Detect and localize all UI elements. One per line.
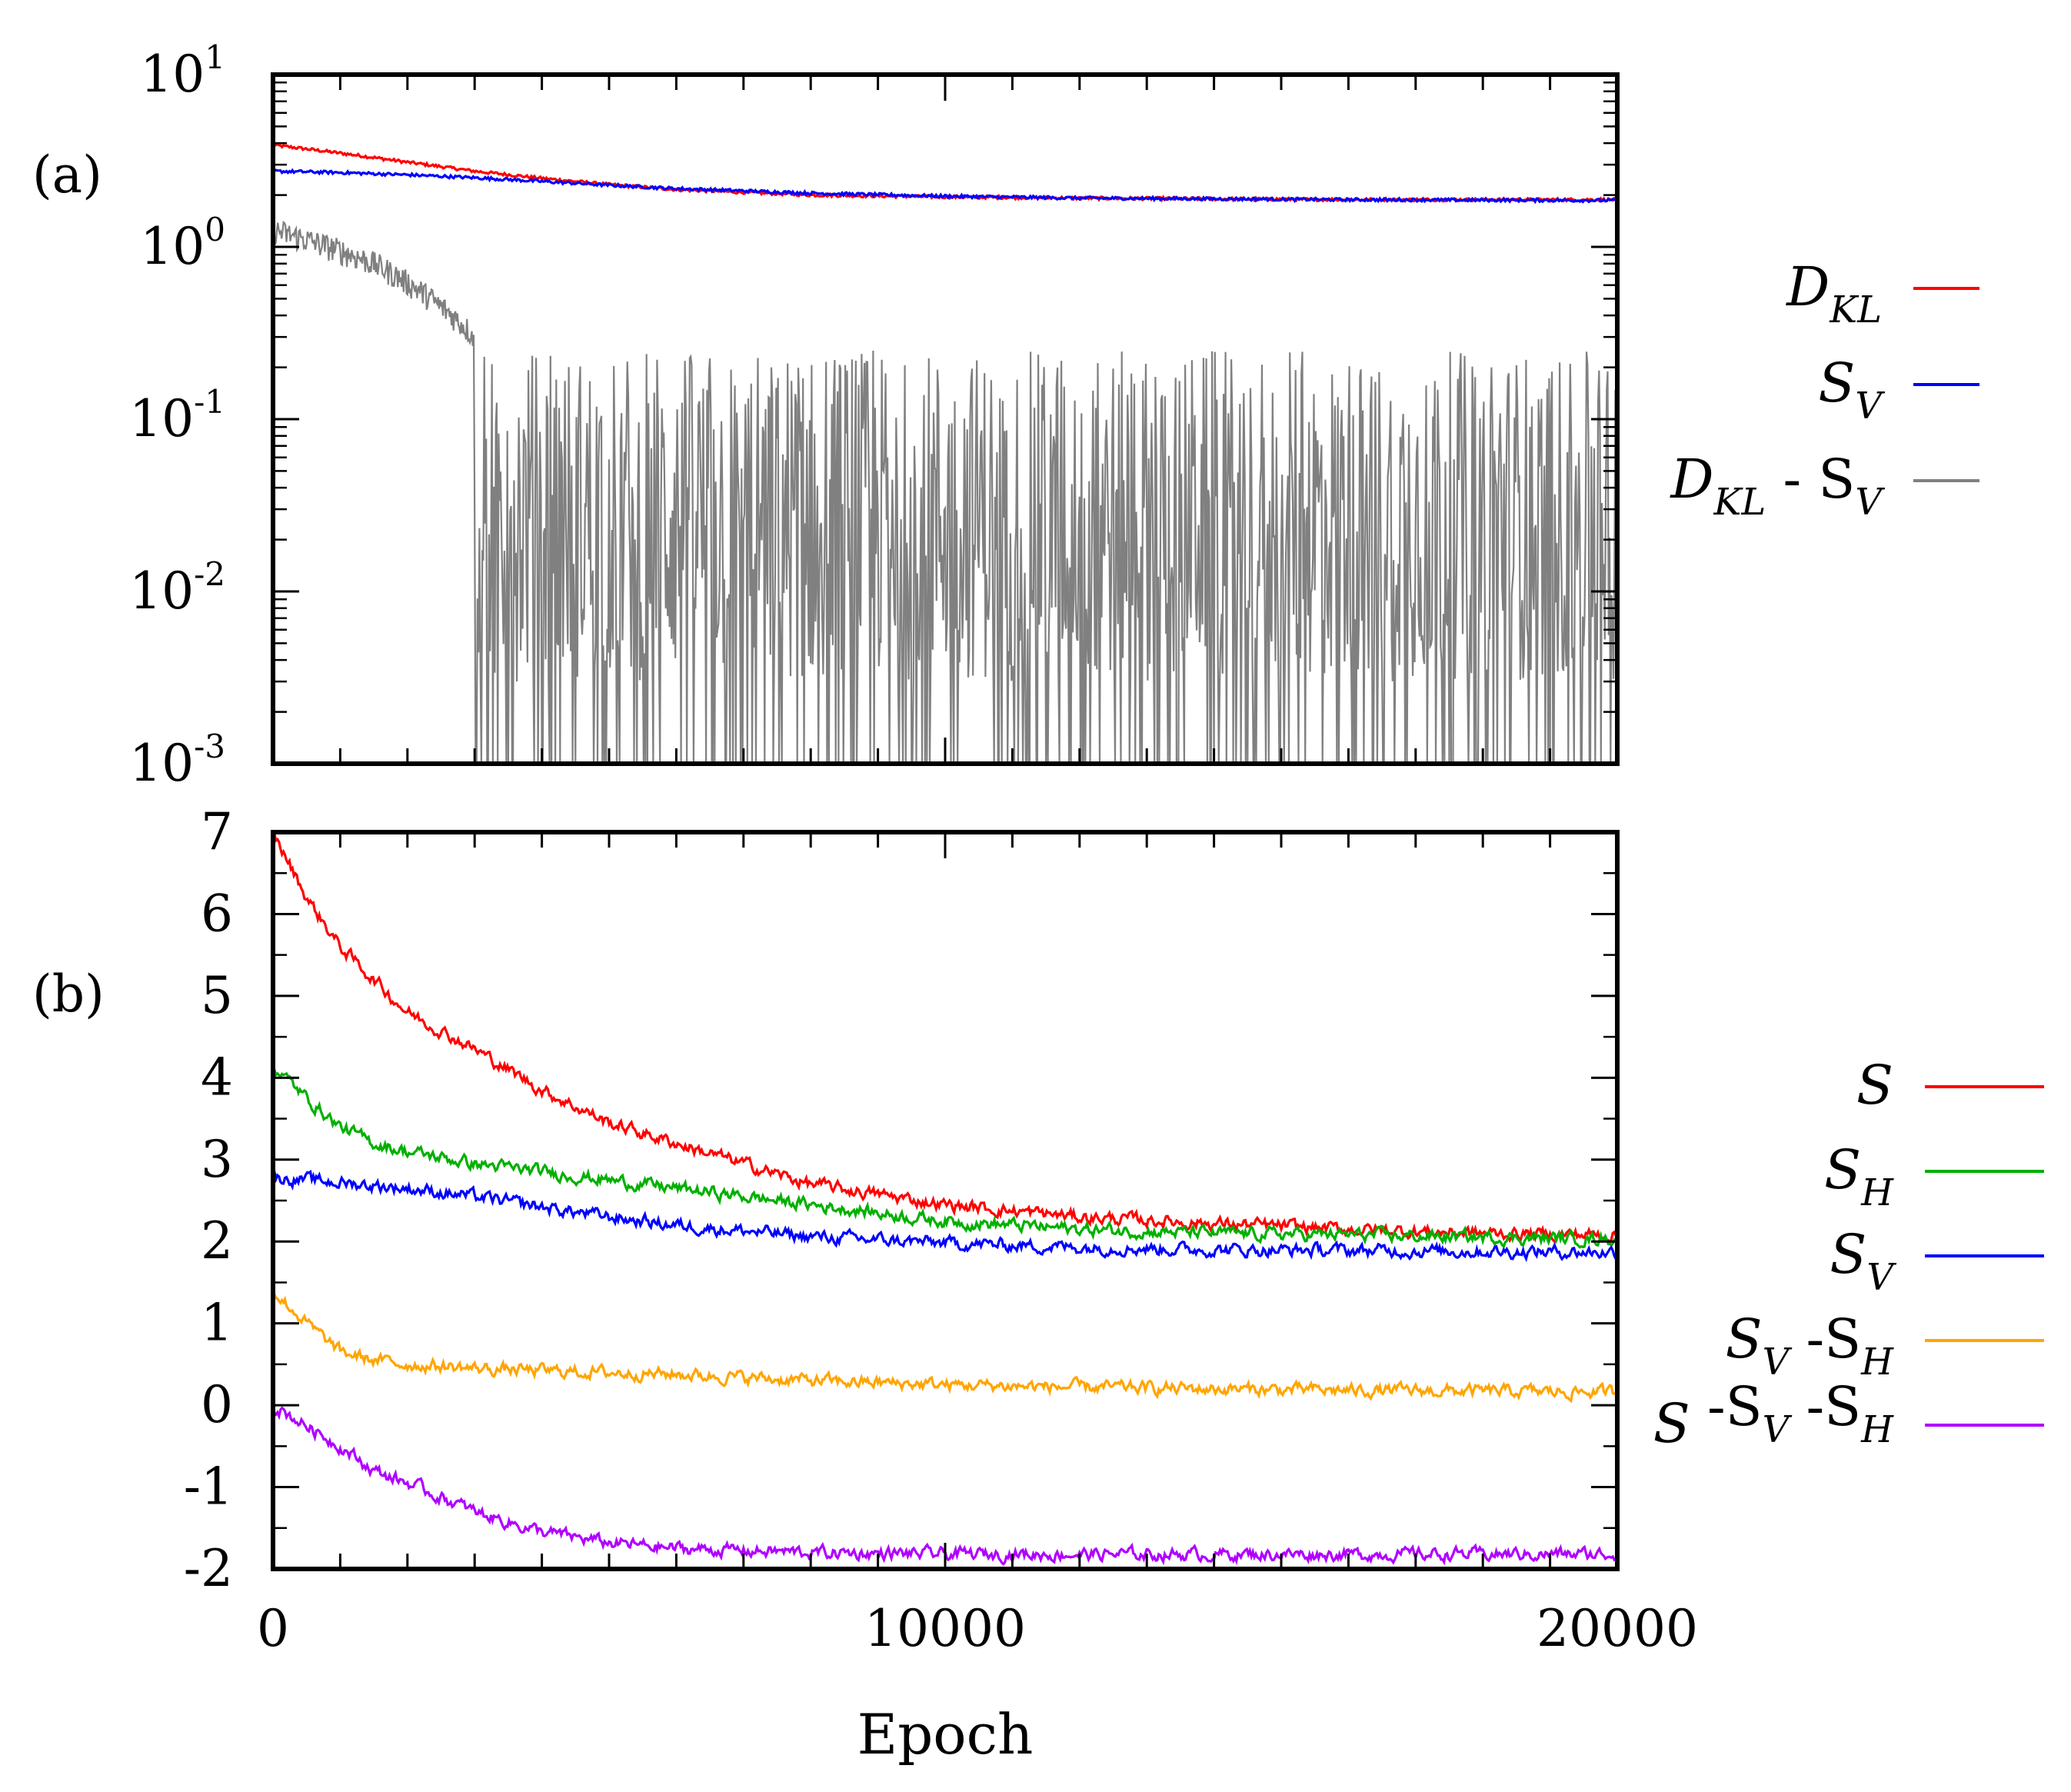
y-tick-label: 101: [140, 38, 225, 104]
legend-subscript: KL: [1713, 481, 1766, 524]
y-tick-label: 10-2: [129, 555, 225, 621]
series-line-svsh: [273, 1291, 1617, 1404]
y-tick-exponent: 0: [205, 211, 225, 248]
panel-label: (b): [32, 964, 105, 1024]
series-line-sv: [273, 168, 1617, 205]
x-axis-title: Epoch: [857, 1702, 1034, 1767]
y-tick-label: 0: [201, 1375, 233, 1434]
x-tick-label: 10000: [864, 1599, 1026, 1658]
legend-subscript: V: [1763, 1341, 1793, 1384]
legend-symbol: D: [1785, 255, 1830, 318]
y-tick-label: 2: [201, 1211, 233, 1271]
legend-symbol: S: [1818, 351, 1855, 415]
legend-subscript: V: [1855, 385, 1885, 428]
legend-symbol: S: [1824, 1138, 1861, 1201]
legend-label-sh: SH: [1824, 1138, 1894, 1214]
y-tick-label: 7: [201, 802, 233, 861]
legend-operator: -S: [1789, 1307, 1861, 1371]
y-tick-label: 3: [201, 1130, 233, 1189]
series-line-ssvsh: [273, 1406, 1617, 1567]
y-tick-label: -2: [184, 1539, 233, 1598]
series-group: [273, 832, 1617, 1567]
series-line-sv: [273, 1168, 1617, 1263]
y-tick-label: 4: [201, 1048, 233, 1107]
series-line-diff: [273, 219, 1617, 764]
y-tick-exponent: -3: [194, 728, 225, 765]
legend-symbol: S: [1653, 1392, 1690, 1455]
legend-operator: -S: [1789, 1375, 1861, 1438]
legend-subscript: H: [1860, 1408, 1894, 1451]
y-tick-exponent: -1: [194, 383, 225, 421]
legend-subscript: V: [1866, 1256, 1896, 1299]
legend-subscript: V: [1763, 1408, 1793, 1451]
legend-label-sv: SV: [1818, 351, 1885, 428]
legend-label-dkl: DKL: [1785, 255, 1882, 331]
y-tick-label: 5: [201, 966, 233, 1025]
legend-symbol: S: [1856, 1054, 1893, 1117]
legend-label-ssvsh: S -SV -SH: [1653, 1375, 1894, 1455]
y-tick-label: 10-1: [129, 383, 225, 448]
legend-symbol: S: [1726, 1307, 1763, 1371]
y-tick-label: 10-3: [129, 728, 225, 793]
legend-subscript: H: [1860, 1341, 1894, 1384]
y-tick-label: -1: [184, 1457, 233, 1517]
series-group: [273, 142, 1617, 764]
legend-symbol: D: [1669, 448, 1713, 511]
legend-label-sv: SV: [1830, 1223, 1896, 1299]
x-tick-label: 20000: [1537, 1599, 1698, 1658]
legend-label-s: S: [1856, 1054, 1893, 1117]
y-tick-exponent: -2: [194, 555, 225, 593]
panel-label: (a): [32, 145, 102, 205]
x-tick-label: 0: [257, 1599, 289, 1658]
y-tick-label: 100: [140, 211, 225, 276]
y-tick-label: 1: [201, 1294, 233, 1353]
legend-subscript: H: [1860, 1171, 1894, 1214]
legend-label-svsh: SV -SH: [1726, 1307, 1895, 1384]
y-tick-exponent: 1: [205, 38, 225, 76]
legend-label-diff: DKL - SV: [1669, 448, 1885, 524]
legend-symbol: S: [1830, 1223, 1866, 1286]
y-tick-label: 6: [201, 884, 233, 943]
legend-subscript: KL: [1829, 288, 1882, 331]
legend-operator: -S: [1690, 1375, 1763, 1438]
series-line-dkl: [273, 142, 1617, 204]
series-line-s: [273, 832, 1617, 1245]
legend-subscript: V: [1855, 481, 1885, 524]
series-line-sh: [273, 1065, 1617, 1249]
legend-operator: - S: [1766, 448, 1855, 511]
